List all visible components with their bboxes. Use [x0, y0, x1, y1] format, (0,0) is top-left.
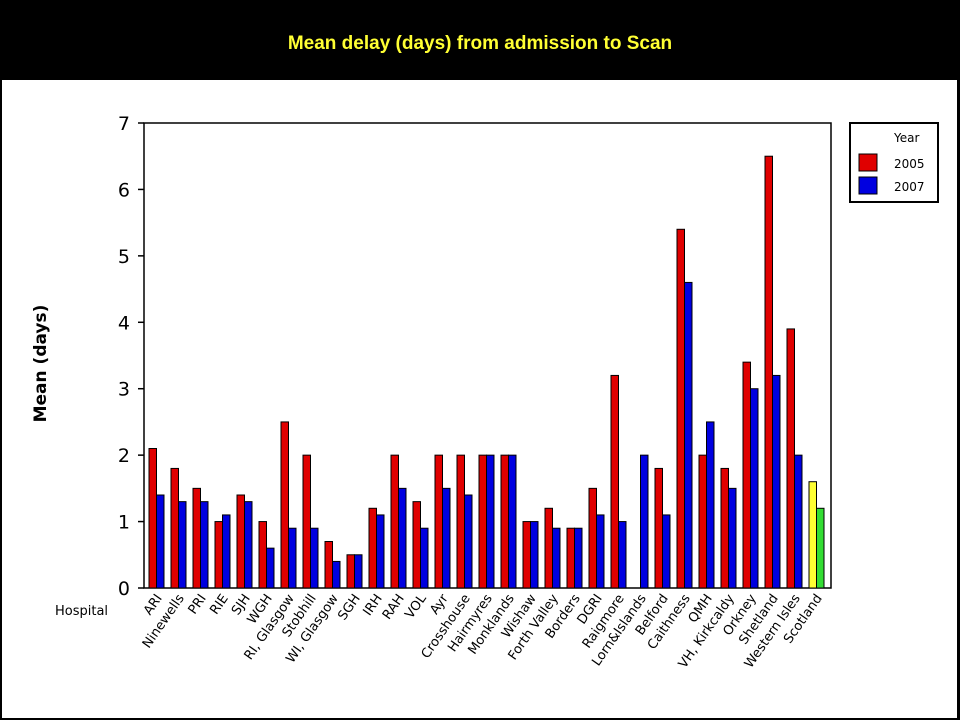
bar-2005-wi-glasgow — [324, 541, 333, 589]
x-tick-label: PRI — [186, 592, 210, 618]
bar-2005-ari — [148, 448, 157, 589]
y-axis-label: Mean (days) — [31, 305, 51, 423]
y-tick-label: 2 — [118, 445, 130, 467]
bar-2005-irh — [368, 507, 377, 589]
bar-2007-qmh — [706, 421, 715, 589]
bar-2005-forth-valley — [544, 507, 553, 589]
bar-2007-hairmyres — [486, 454, 495, 589]
bar-2005-rah — [390, 454, 399, 589]
y-tick-label: 6 — [118, 179, 130, 201]
bar-2007-sgh — [354, 554, 363, 589]
bar-2007-vh-kirkcaldy — [728, 487, 737, 589]
bar-2005-belford — [654, 467, 663, 589]
legend-label-2005: 2005 — [894, 157, 925, 171]
bar-2007-dgri — [596, 514, 605, 589]
bar-2007-orkney — [750, 388, 759, 589]
bar-2005-raigmore — [610, 374, 619, 589]
bar-2007-belford — [662, 514, 671, 589]
bar-2005-vol — [412, 501, 421, 589]
bar-2005-dgri — [588, 487, 597, 589]
bar-2007-rah — [398, 487, 407, 589]
legend: Year 2005 2007 — [849, 122, 939, 203]
bar-2005-vh-kirkcaldy — [720, 467, 729, 589]
bar-2007-lorn-islands — [640, 454, 649, 589]
bar-2007-stobhill — [310, 527, 319, 589]
bar-2005-rie — [214, 521, 223, 589]
bar-2005-caithness — [676, 228, 685, 589]
bar-2005-ninewells — [170, 467, 179, 589]
bar-2007-forth-valley — [552, 527, 561, 589]
legend-swatch-2007 — [858, 176, 878, 195]
bar-2005-orkney — [742, 361, 751, 589]
bar-2007-irh — [376, 514, 385, 589]
bar-2007-scotland — [816, 507, 825, 589]
bar-2007-wishaw — [530, 521, 539, 589]
slide-title: Mean delay (days) from admission to Scan — [287, 33, 673, 54]
bar-2007-ayr — [442, 487, 451, 589]
bar-2005-borders — [566, 527, 575, 589]
bar-2007-caithness — [684, 281, 693, 589]
title-bar: Mean delay (days) from admission to Scan — [0, 0, 960, 80]
bar-2007-ari — [156, 494, 165, 589]
bar-2007-monklands — [508, 454, 517, 589]
y-tick-label: 7 — [118, 113, 130, 135]
bar-2005-pri — [192, 487, 201, 589]
x-tick-label: RIE — [207, 592, 231, 618]
bar-2007-borders — [574, 527, 583, 589]
bar-2005-wgh — [258, 521, 267, 589]
bar-2005-ayr — [434, 454, 443, 589]
bar-2007-sjh — [244, 501, 253, 589]
bar-2007-raigmore — [618, 521, 627, 589]
bar-2007-wgh — [266, 547, 275, 589]
bar-2007-vol — [420, 527, 429, 589]
bar-2007-pri — [200, 501, 209, 589]
y-tick-label: 4 — [118, 312, 130, 334]
legend-label-2007: 2007 — [894, 180, 925, 194]
bar-2007-western-isles — [794, 454, 803, 589]
bar-2005-stobhill — [302, 454, 311, 589]
bars — [148, 155, 825, 589]
bar-2005-wishaw — [522, 521, 531, 589]
bar-2005-monklands — [500, 454, 509, 589]
chart-panel: 0 1 2 3 4 5 6 7 ARI Ninewells PRI RIE SJH WGH RI, Glas… — [2, 80, 957, 718]
bar-2007-ninewells — [178, 501, 187, 589]
bar-2007-rie — [222, 514, 231, 589]
legend-swatch-2005 — [858, 153, 878, 172]
y-tick-label: 3 — [118, 379, 130, 401]
bar-2007-wi-glasgow — [332, 560, 341, 589]
x-tick-label: RAH — [380, 592, 408, 623]
bar-2005-sgh — [346, 554, 355, 589]
bar-2005-western-isles — [786, 328, 795, 589]
bar-2005-ri-glasgow — [280, 421, 289, 589]
x-axis-label: Hospital — [55, 604, 108, 619]
bar-2007-ri-glasgow — [288, 527, 297, 589]
y-tick-label: 0 — [118, 578, 130, 600]
bar-2005-qmh — [698, 454, 707, 589]
bar-2005-hairmyres — [478, 454, 487, 589]
bar-2005-sjh — [236, 494, 245, 589]
bar-2005-crosshouse — [456, 454, 465, 589]
bar-2005-shetland — [764, 155, 773, 589]
bar-2007-crosshouse — [464, 494, 473, 589]
bar-2007-shetland — [772, 374, 781, 589]
y-tick-label: 1 — [118, 512, 130, 534]
y-tick-label: 5 — [118, 246, 130, 268]
x-tick-label: VOL — [402, 591, 430, 622]
x-tick-label: SGH — [335, 592, 363, 624]
legend-title: Year — [893, 131, 919, 145]
bar-2005-scotland — [808, 481, 817, 589]
